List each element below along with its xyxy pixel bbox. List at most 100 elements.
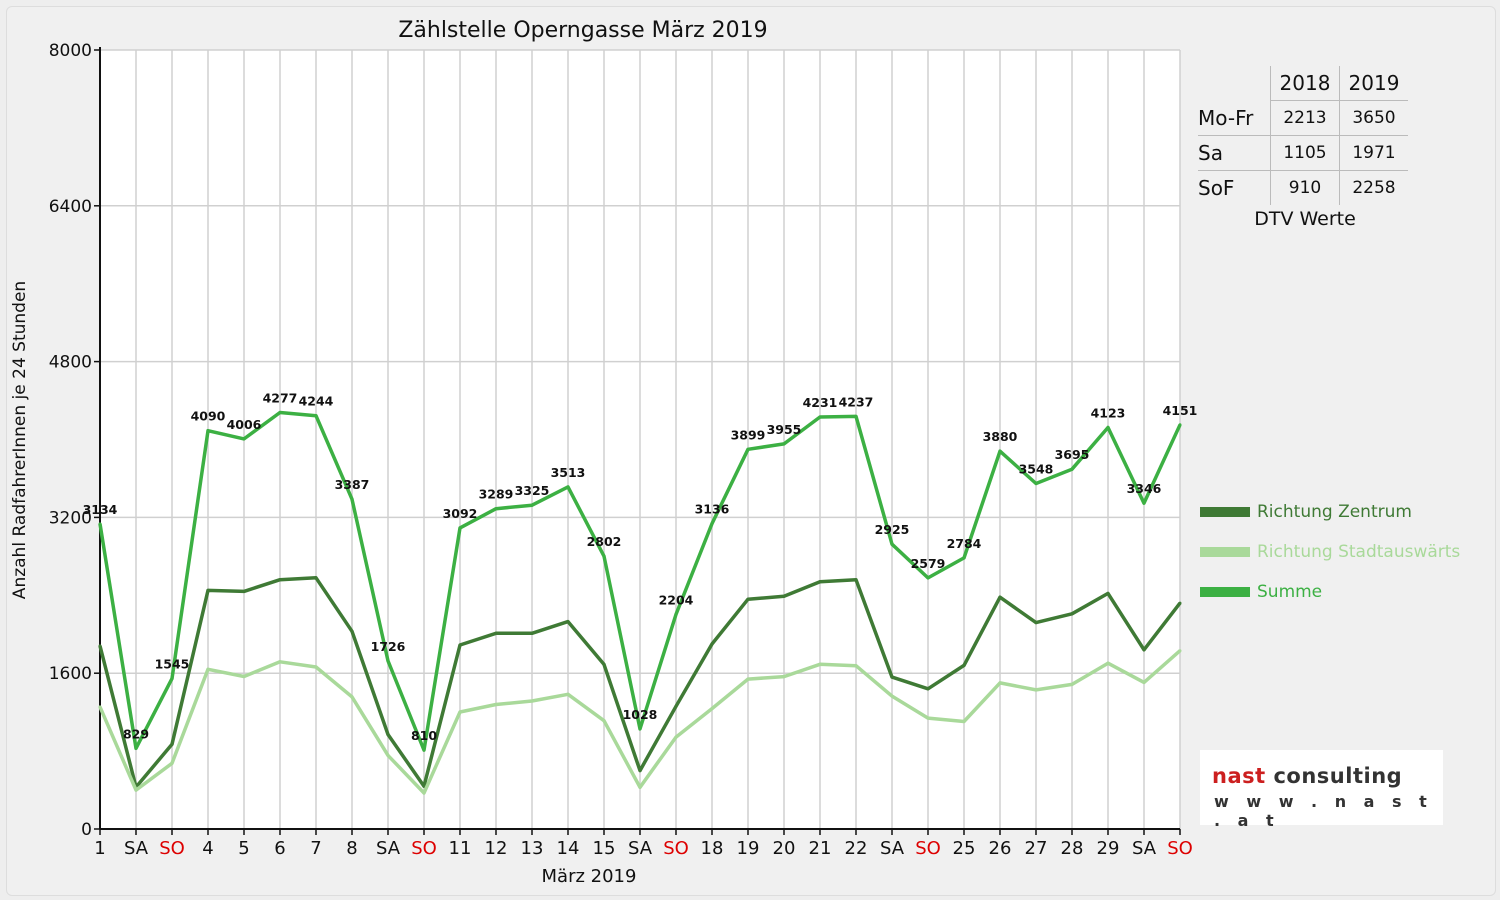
x-tick-label: SA: [628, 838, 653, 859]
data-point: [494, 702, 498, 706]
data-point: [710, 522, 714, 526]
data-point: [854, 414, 858, 418]
data-label: 3092: [443, 506, 478, 521]
dtv-table: 2018 2019 Mo-Fr 2213 3650 Sa 1105 1971 S…: [1198, 66, 1408, 205]
x-tick-label: 19: [737, 838, 760, 859]
data-point: [674, 612, 678, 616]
data-label: 4277: [263, 391, 298, 406]
data-point: [530, 699, 534, 703]
data-point: [818, 662, 822, 666]
data-point: [278, 411, 282, 415]
data-label: 2802: [587, 534, 622, 549]
data-label: 3289: [479, 487, 514, 502]
data-point: [278, 578, 282, 582]
data-point: [494, 631, 498, 635]
data-label: 1028: [623, 707, 658, 722]
data-point: [782, 594, 786, 598]
y-tick-label: 4800: [49, 353, 92, 373]
x-tick-label: SA: [880, 838, 905, 859]
x-tick-label: SA: [124, 838, 149, 859]
data-point: [602, 719, 606, 723]
grid: [100, 49, 1181, 829]
data-point: [170, 742, 174, 746]
y-tick-label: 3200: [49, 508, 92, 528]
x-tick-label: SO: [159, 838, 185, 859]
data-point: [134, 746, 138, 750]
data-label: 3695: [1055, 447, 1090, 462]
company-logo: nast consulting w w w . n a s t . a t: [1200, 750, 1443, 830]
data-point: [782, 442, 786, 446]
data-point: [350, 629, 354, 633]
data-point: [1106, 426, 1110, 430]
legend-item-zentrum: Richtung Zentrum: [1200, 492, 1460, 532]
data-point: [386, 733, 390, 737]
data-point: [962, 556, 966, 560]
y-axis-label: Anzahl RadfahrerInnen je 24 Stunden: [10, 281, 30, 599]
axes: 0 1600 3200 4800 6400 8000 1 SA SO 4 5 6 7 8 SA SO 11 12 1…: [49, 41, 1193, 859]
data-point: [458, 710, 462, 714]
data-point: [926, 576, 930, 580]
data-point: [386, 753, 390, 757]
data-label: 3387: [335, 477, 370, 492]
legend-swatch-summe: [1200, 587, 1250, 597]
logo-brand: nast consulting: [1212, 764, 1402, 788]
legend-item-stadtauswaerts: Richtung Stadtauswärts: [1200, 532, 1460, 572]
data-point: [134, 788, 138, 792]
data-point: [170, 677, 174, 681]
data-point: [602, 662, 606, 666]
data-label: 4237: [839, 394, 874, 409]
x-tick-label: 15: [593, 838, 616, 859]
x-tick-label: 18: [701, 838, 724, 859]
x-tick-label: 8: [346, 838, 357, 859]
data-point: [1070, 467, 1074, 471]
data-label: 3899: [731, 427, 766, 442]
dtv-header-blank: [1198, 66, 1271, 101]
logo-brand-rest: consulting: [1265, 764, 1403, 788]
data-point: [314, 414, 318, 418]
x-tick-label: 25: [953, 838, 976, 859]
data-point: [206, 588, 210, 592]
data-point: [494, 507, 498, 511]
dtv-caption: DTV Werte: [1254, 208, 1356, 230]
data-point: [998, 681, 1002, 685]
data-point: [746, 597, 750, 601]
dtv-header-row: 2018 2019: [1198, 66, 1408, 101]
data-point: [458, 526, 462, 530]
data-point: [854, 664, 858, 668]
data-point: [98, 522, 102, 526]
dtv-value: 1971: [1339, 135, 1408, 171]
x-axis-label: März 2019: [542, 866, 637, 887]
data-point: [530, 503, 534, 507]
data-point: [890, 675, 894, 679]
data-label: 3134: [83, 502, 118, 517]
x-tick-label: 1: [94, 838, 105, 859]
y-tick-label: 0: [81, 820, 92, 840]
data-label: 1726: [371, 639, 406, 654]
data-label: 3325: [515, 483, 550, 498]
logo-url: w w w . n a s t . a t: [1214, 792, 1433, 830]
data-point: [1070, 612, 1074, 616]
legend-label-summe: Summe: [1257, 582, 1323, 602]
data-point: [1106, 591, 1110, 595]
x-tick-label: 28: [1061, 838, 1084, 859]
data-label: 3346: [1127, 481, 1162, 496]
data-point: [674, 735, 678, 739]
data-point: [854, 578, 858, 582]
data-point: [422, 791, 426, 795]
chart-title: Zählstelle Operngasse März 2019: [398, 18, 767, 43]
data-point: [1034, 688, 1038, 692]
data-label: 4090: [191, 409, 226, 424]
legend-label-zentrum: Richtung Zentrum: [1257, 502, 1412, 522]
data-point: [170, 761, 174, 765]
data-point: [710, 642, 714, 646]
data-point: [1142, 680, 1146, 684]
dtv-value: 2258: [1339, 170, 1408, 205]
dtv-row-label: Mo-Fr: [1198, 100, 1271, 136]
data-label: 2784: [947, 536, 982, 551]
data-point: [1106, 661, 1110, 665]
x-tick-label: 26: [989, 838, 1012, 859]
dtv-value: 1105: [1270, 135, 1340, 171]
data-label: 4231: [803, 395, 838, 410]
data-point: [1034, 621, 1038, 625]
